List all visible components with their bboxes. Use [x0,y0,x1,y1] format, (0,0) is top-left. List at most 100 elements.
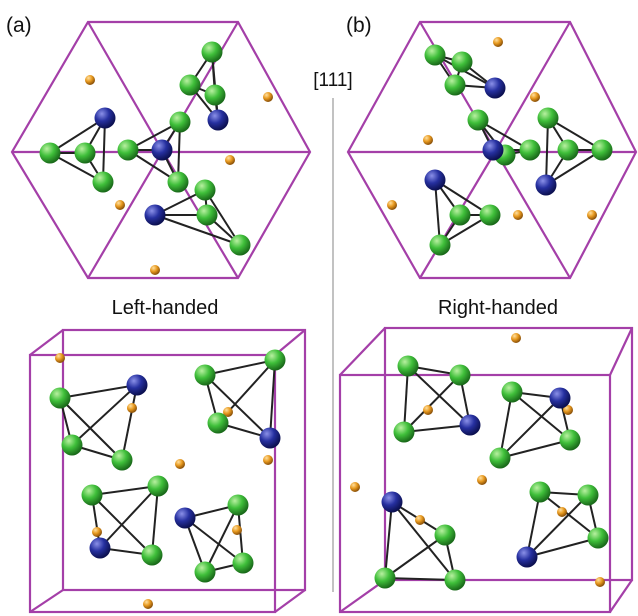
atom-blue [259,427,281,449]
bond [204,359,276,376]
axis-label: [111] [313,70,352,91]
atom-green [449,204,471,226]
atom-small [511,333,521,343]
atom-blue [482,139,504,161]
atoms [39,37,613,609]
atom-green [201,41,223,63]
atom-small [587,210,597,220]
bond [59,384,138,399]
atom-green [204,84,226,106]
bond [384,501,393,579]
atom-blue [459,414,481,436]
cube-back [383,326,634,582]
atom-green [229,234,251,256]
bond [526,537,599,558]
bond [391,501,456,581]
cell-edge [87,21,164,153]
atom-small [92,527,102,537]
bond [204,374,271,439]
bond [499,391,513,459]
atom-blue [549,387,571,409]
bond [384,577,456,581]
atom-green [81,484,103,506]
atom-blue [94,107,116,129]
atom-green [393,421,415,443]
atom-green [397,355,419,377]
bond [204,189,241,246]
bond [204,504,239,573]
atom-blue [516,546,538,568]
cell-edge [339,327,386,376]
atom-small [563,405,573,415]
atom-blue [126,374,148,396]
bond [526,491,541,558]
atom-small [225,155,235,165]
atom-green [591,139,613,161]
atom-small [423,405,433,415]
bond [151,485,159,556]
atom-blue [174,507,196,529]
atom-small [557,507,567,517]
atom-small [223,407,233,417]
cell-edge [609,327,633,376]
cell-edge [494,21,571,153]
bond [499,439,571,459]
atom-small [232,525,242,535]
atom-blue [151,139,173,161]
atom-blue [424,169,446,191]
atom-green [537,107,559,129]
atom-green [194,179,216,201]
atom-small [493,37,503,47]
bond [403,424,471,433]
atom-small [513,210,523,220]
atom-green [429,234,451,256]
bond [91,485,159,496]
atom-green [169,111,191,133]
bond [102,117,106,183]
atom-green [227,494,249,516]
atom-green [444,74,466,96]
bond [434,179,441,246]
panel-label: (b) [346,14,372,37]
atom-green [141,544,163,566]
bond [499,397,561,459]
atom-green [449,364,471,386]
atom-green [147,475,169,497]
atom-small [423,135,433,145]
atom-blue [535,174,557,196]
atom-green [111,449,133,471]
atom-green [467,109,489,131]
bond [71,384,138,446]
cell-edge [29,589,64,613]
bond [545,149,603,186]
atom-green [451,51,473,73]
atom-blue [89,537,111,559]
bond [403,374,461,433]
bond [545,117,549,186]
atom-green [194,561,216,583]
cell-edge [609,579,633,613]
atom-green [559,429,581,451]
atom-green [49,387,71,409]
bond [184,517,244,564]
atom-green [374,567,396,589]
atom-blue [207,109,229,131]
atom-green [61,434,83,456]
bond [154,214,241,246]
atom-small [143,599,153,609]
atom-small [127,403,137,413]
bond [121,384,138,461]
atom-blue [381,491,403,513]
atom-green [179,74,201,96]
cell-edge [29,329,64,356]
atom-small [530,92,540,102]
cell-edge [274,589,306,613]
atom-green [264,349,286,371]
bond [526,494,589,558]
bond [49,117,106,154]
bond [269,359,276,439]
atom-small [595,577,605,587]
atom-green [444,569,466,591]
atom-small [263,455,273,465]
